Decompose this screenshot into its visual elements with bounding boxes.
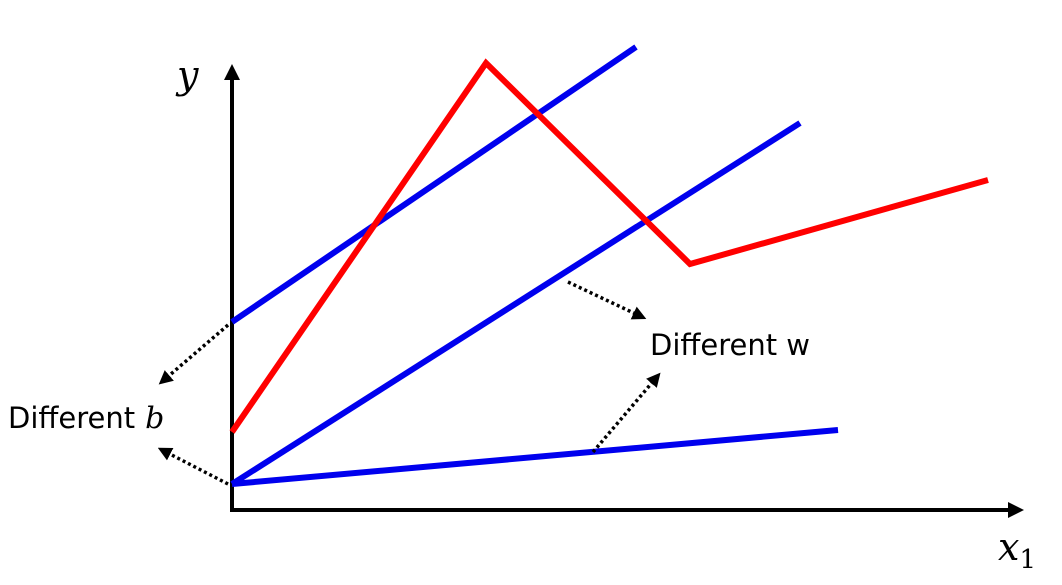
x-label-main: x (998, 525, 1019, 569)
y-label: y (175, 53, 199, 97)
arrow (591, 372, 661, 454)
x-label: x1 (998, 525, 1036, 575)
x-label-sub: 1 (1019, 545, 1036, 575)
arrow (567, 280, 647, 320)
annotation-w: Different w (650, 328, 810, 362)
blue-line (230, 120, 802, 487)
annotation-b-symbol: b (145, 401, 164, 436)
arrow (157, 447, 229, 486)
red-line (229, 58, 989, 434)
blue-line (230, 44, 638, 325)
blue-line (231, 427, 839, 487)
arrow (158, 323, 230, 385)
annotation-b-text: Different (8, 401, 135, 435)
annotation-b: Different b (8, 401, 164, 436)
dotted-arrows (157, 280, 661, 486)
